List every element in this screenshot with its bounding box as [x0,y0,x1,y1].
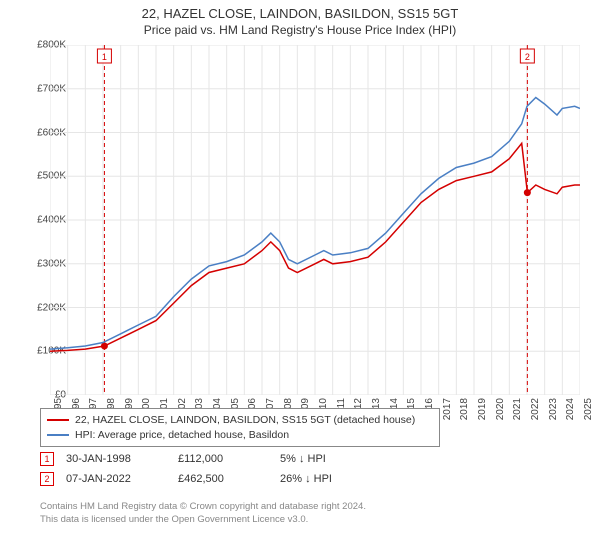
legend-item: HPI: Average price, detached house, Basi… [47,428,433,443]
sale-row: 2 07-JAN-2022 £462,500 26% HPI [40,472,400,486]
svg-text:1: 1 [102,52,107,62]
sale-row: 1 30-JAN-1998 £112,000 5% HPI [40,452,400,466]
arrow-down-icon [305,473,311,485]
x-tick-label: 2018 [459,398,470,420]
legend-swatch [47,419,69,421]
legend-swatch [47,434,69,436]
sale-pct-vs-hpi: 5% HPI [280,453,400,465]
sale-date: 30-JAN-1998 [66,453,166,465]
legend-label: 22, HAZEL CLOSE, LAINDON, BASILDON, SS15… [75,413,415,428]
title-block: 22, HAZEL CLOSE, LAINDON, BASILDON, SS15… [0,0,600,37]
title-address: 22, HAZEL CLOSE, LAINDON, BASILDON, SS15… [0,6,600,21]
sale-marker-badge: 1 [40,452,54,466]
x-tick-label: 2021 [512,398,523,420]
x-tick-label: 2024 [565,398,576,420]
sale-price: £462,500 [178,473,268,485]
sale-date: 07-JAN-2022 [66,473,166,485]
x-tick-label: 2019 [477,398,488,420]
x-tick-label: 2022 [530,398,541,420]
sale-marker-badge: 2 [40,472,54,486]
legend-item: 22, HAZEL CLOSE, LAINDON, BASILDON, SS15… [47,413,433,428]
x-tick-label: 2020 [495,398,506,420]
legend-box: 22, HAZEL CLOSE, LAINDON, BASILDON, SS15… [40,408,440,447]
line-chart-svg: 12 [50,45,580,395]
svg-text:2: 2 [525,52,530,62]
chart-container: 22, HAZEL CLOSE, LAINDON, BASILDON, SS15… [0,0,600,560]
chart-area: 12 [50,45,580,395]
arrow-down-icon [299,453,305,465]
x-tick-label: 2017 [442,398,453,420]
footer-line1: Contains HM Land Registry data © Crown c… [40,500,570,513]
x-tick-label: 2023 [548,398,559,420]
sale-records: 1 30-JAN-1998 £112,000 5% HPI 2 07-JAN-2022 £4… [40,452,400,492]
title-subtitle: Price paid vs. HM Land Registry's House … [0,23,600,37]
sale-price: £112,000 [178,453,268,465]
legend-label: HPI: Average price, detached house, Basi… [75,428,289,443]
footer-line2: This data is licensed under the Open Gov… [40,513,570,526]
sale-pct-vs-hpi: 26% HPI [280,473,400,485]
footer-attribution: Contains HM Land Registry data © Crown c… [40,500,570,527]
x-tick-label: 2025 [583,398,594,420]
